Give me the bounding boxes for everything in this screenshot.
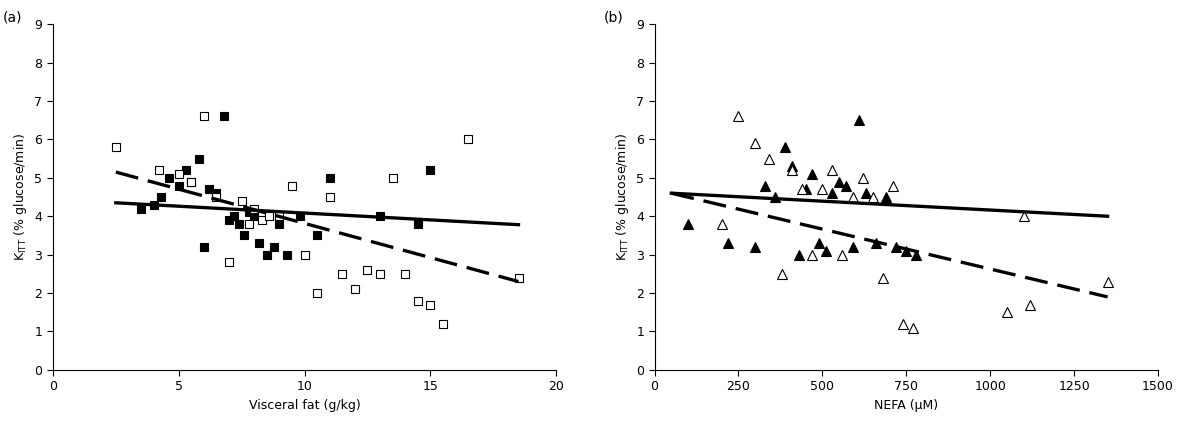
Text: (b): (b) [604, 10, 624, 24]
Text: (a): (a) [2, 10, 23, 24]
X-axis label: Visceral fat (g/kg): Visceral fat (g/kg) [249, 399, 360, 412]
Y-axis label: K$_{\mathregular{ITT}}$ (% glucose/min): K$_{\mathregular{ITT}}$ (% glucose/min) [12, 133, 28, 261]
Y-axis label: K$_{\mathregular{ITT}}$ (% glucose/min): K$_{\mathregular{ITT}}$ (% glucose/min) [614, 133, 630, 261]
X-axis label: NEFA (μM): NEFA (μM) [875, 399, 939, 412]
